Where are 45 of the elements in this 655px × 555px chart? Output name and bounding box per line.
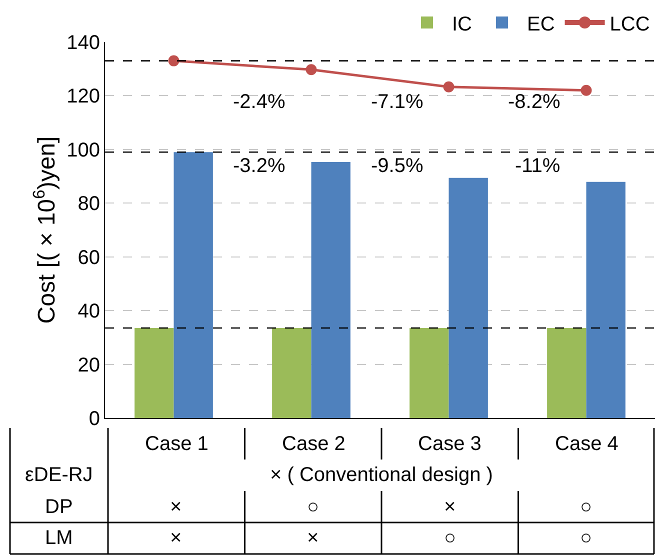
bar	[586, 182, 626, 418]
bar	[547, 328, 586, 418]
text: DP	[45, 496, 73, 518]
y-tick-label: 0	[88, 408, 100, 430]
bar	[311, 162, 350, 418]
bar	[448, 178, 488, 418]
legend-label: EC	[527, 13, 555, 36]
y-tick-label: 40	[78, 300, 100, 323]
annotation: -8.2%	[508, 91, 560, 113]
text: ○	[580, 496, 592, 518]
text: ○	[580, 527, 592, 549]
y-tick-label: 80	[78, 193, 100, 216]
text: LM	[45, 527, 73, 549]
text: ×	[307, 527, 319, 549]
annotation: -3.2%	[233, 155, 286, 177]
text: ×	[170, 496, 182, 518]
y-tick-label: 140	[66, 32, 100, 54]
annotation: -11%	[515, 155, 560, 177]
point	[306, 64, 317, 76]
y-tick-label: 60	[78, 246, 100, 269]
bar	[174, 152, 213, 418]
text: × ( Conventional design )	[270, 464, 493, 486]
annotation: -2.4%	[233, 91, 286, 113]
legend-label: IC	[452, 13, 472, 36]
text: ×	[444, 496, 456, 518]
y-tick-label: 100	[66, 139, 100, 162]
annotation: -7.1%	[371, 91, 424, 113]
text: εDE-RJ	[25, 464, 93, 486]
point	[168, 55, 180, 66]
x-tick-label: Case 4	[555, 433, 618, 455]
text: ○	[307, 496, 320, 518]
text: ×	[170, 527, 182, 549]
bar	[410, 328, 449, 418]
y-tick-label: 120	[66, 86, 100, 108]
text: ○	[444, 527, 456, 549]
bar	[272, 328, 312, 418]
bar	[134, 328, 174, 418]
point	[443, 81, 454, 92]
annotation: -9.5%	[371, 155, 424, 177]
legend-label: LCC	[610, 13, 650, 36]
x-tick-label: Case 3	[418, 433, 482, 455]
x-tick-label: Case 2	[282, 433, 346, 455]
point	[580, 84, 592, 96]
x-tick-label: Case 1	[145, 433, 208, 455]
y-tick-label: 20	[78, 354, 100, 376]
